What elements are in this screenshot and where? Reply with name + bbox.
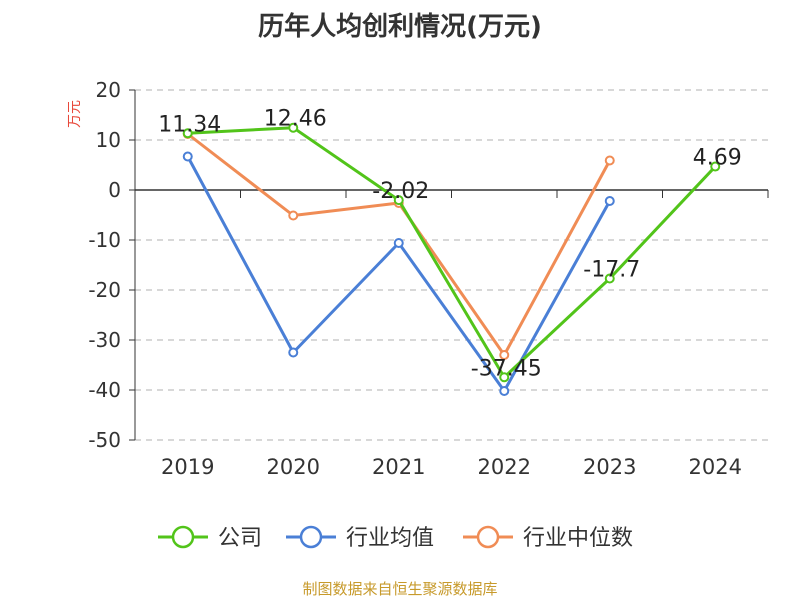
y-tick-label: 0 xyxy=(108,178,121,202)
data-point xyxy=(288,347,299,358)
y-tick-label: -10 xyxy=(88,228,121,252)
data-label: 4.69 xyxy=(693,146,742,171)
legend-item: 行业中位数 xyxy=(463,525,633,551)
x-tick-label: 2020 xyxy=(267,455,320,479)
series-line-公司 xyxy=(187,126,717,379)
x-tick-label: 2023 xyxy=(583,455,636,479)
x-tick-label: 2021 xyxy=(372,455,425,479)
data-point xyxy=(710,161,721,172)
data-point xyxy=(604,196,615,206)
series-lines xyxy=(182,122,721,396)
legend-label: 行业中位数 xyxy=(523,526,633,551)
data-point xyxy=(288,122,299,133)
data-source-note: 制图数据来自恒生聚源数据库 xyxy=(302,580,498,598)
y-tick-label: -40 xyxy=(88,378,121,402)
data-label: 11.34 xyxy=(158,112,221,137)
legend-label: 行业均值 xyxy=(346,526,434,551)
data-label: 12.46 xyxy=(264,107,327,132)
axes: 20 10 0 -10 -20 -30 -40 -50 2019 2020 2021 2022 2023… xyxy=(88,78,769,479)
data-label: -2.02 xyxy=(372,179,429,204)
x-tick-label: 2024 xyxy=(689,455,742,479)
legend-label: 公司 xyxy=(218,526,262,551)
legend-marker xyxy=(171,525,195,549)
data-label: -17.7 xyxy=(583,258,640,283)
data-point xyxy=(499,386,510,396)
data-point xyxy=(182,151,193,162)
data-point xyxy=(604,273,615,284)
y-tick-label: -50 xyxy=(88,428,121,452)
chart-title: 历年人均创利情况(万元) xyxy=(258,12,542,42)
legend-marker xyxy=(476,525,500,549)
legend-marker xyxy=(299,525,323,549)
data-point xyxy=(393,238,404,248)
grid-lines xyxy=(135,89,768,441)
y-tick-label: 10 xyxy=(96,128,121,152)
y-tick-label: -30 xyxy=(88,328,121,352)
data-labels: 11.34 12.46 -2.02 -37.45 -17.7 4.69 xyxy=(158,107,741,382)
x-tick-label: 2022 xyxy=(478,455,531,479)
legend-item: 行业均值 xyxy=(286,525,434,551)
data-point xyxy=(288,210,299,221)
data-point xyxy=(499,350,510,360)
legend: 公司 行业均值 行业中位数 xyxy=(158,525,633,551)
data-point xyxy=(182,128,193,139)
data-point xyxy=(499,372,510,383)
legend-item: 公司 xyxy=(158,525,262,551)
y-tick-label: -20 xyxy=(88,278,121,302)
data-label: -37.45 xyxy=(471,356,542,381)
data-point xyxy=(393,195,404,206)
data-point xyxy=(604,155,615,166)
x-tick-label: 2019 xyxy=(161,455,214,479)
y-tick-label: 20 xyxy=(96,78,121,102)
